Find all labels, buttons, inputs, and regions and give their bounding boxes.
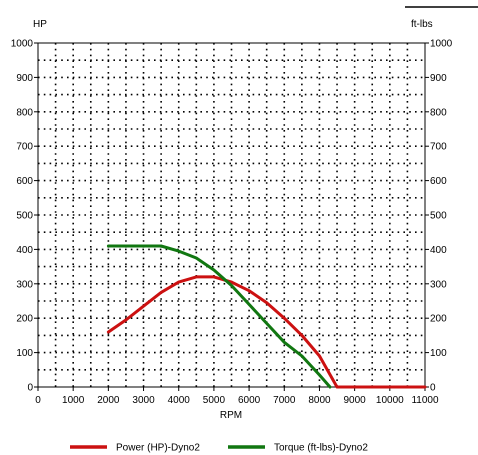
y-tick-label-right: 800 xyxy=(430,107,447,118)
x-axis-label: RPM xyxy=(220,410,242,421)
y-tick-label-right: 0 xyxy=(430,383,436,394)
y-tick-label-left: 900 xyxy=(16,73,33,84)
y-tick-label-right: 1000 xyxy=(430,39,453,50)
y-tick-label-right: 600 xyxy=(430,176,447,187)
y-axis-right-label: ft-lbs xyxy=(411,19,433,30)
x-tick-label: 8000 xyxy=(308,395,331,406)
y-tick-label-left: 100 xyxy=(16,348,33,359)
y-axis-left-label: HP xyxy=(33,19,47,30)
legend: Power (HP)-Dyno2 Torque (ft-lbs)-Dyno2 xyxy=(70,443,368,454)
y-tick-label-left: 400 xyxy=(16,245,33,256)
x-tick-label: 4000 xyxy=(168,395,191,406)
y-tick-label-right: 200 xyxy=(430,314,447,325)
y-tick-label-left: 1000 xyxy=(11,39,34,50)
y-tick-label-left: 800 xyxy=(16,107,33,118)
y-tick-label-left: 200 xyxy=(16,314,33,325)
y-tick-label-right: 100 xyxy=(430,348,447,359)
x-tick-label: 3000 xyxy=(132,395,155,406)
legend-label-power: Power (HP)-Dyno2 xyxy=(116,443,200,454)
x-tick-label: 1000 xyxy=(62,395,85,406)
x-tick-label: 5000 xyxy=(203,395,226,406)
y-tick-label-right: 900 xyxy=(430,73,447,84)
y-tick-label-left: 500 xyxy=(16,211,33,222)
y-tick-label-right: 500 xyxy=(430,211,447,222)
y-tick-label-right: 700 xyxy=(430,142,447,153)
y-tick-label-right: 300 xyxy=(430,279,447,290)
grid xyxy=(38,43,425,387)
y-tick-label-left: 0 xyxy=(27,383,33,394)
y-tick-label-left: 300 xyxy=(16,279,33,290)
x-tick-label: 6000 xyxy=(238,395,261,406)
y-tick-label-right: 400 xyxy=(430,245,447,256)
series-line-power xyxy=(106,275,427,389)
series-line-torque xyxy=(106,244,332,389)
x-tick-label: 0 xyxy=(35,395,41,406)
x-tick-label: 11000 xyxy=(411,395,439,406)
x-tick-label: 9000 xyxy=(344,395,367,406)
x-tick-label: 2000 xyxy=(97,395,120,406)
tick-labels: 0 1000 2000 3000 4000 5000 6000 7000 8000 9000 100… xyxy=(11,39,453,407)
legend-label-torque: Torque (ft-lbs)-Dyno2 xyxy=(274,443,368,454)
plot-frame xyxy=(34,42,429,391)
x-tick-label: 7000 xyxy=(273,395,296,406)
y-tick-label-left: 600 xyxy=(16,176,33,187)
y-tick-label-left: 700 xyxy=(16,142,33,153)
series-layer xyxy=(106,244,427,389)
x-tick-label: 10000 xyxy=(376,395,404,406)
